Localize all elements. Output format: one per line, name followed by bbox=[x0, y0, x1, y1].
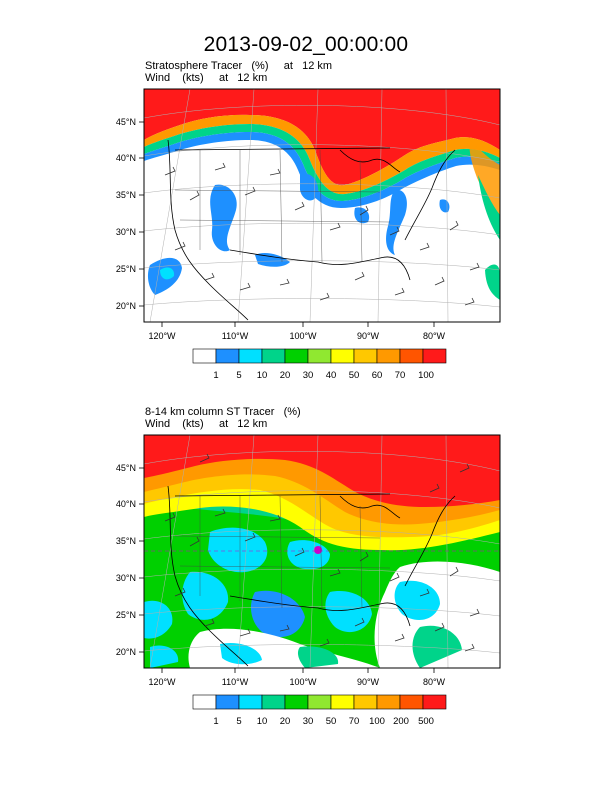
panel2-colorbar-label: 200 bbox=[393, 716, 409, 727]
panel2-colorbar-label: 20 bbox=[280, 716, 291, 727]
panel2-colorbar-label: 10 bbox=[257, 716, 268, 727]
colorbar-swatch bbox=[376, 694, 401, 710]
panel2-lon-label: 110°W bbox=[222, 677, 249, 687]
colorbar-swatch bbox=[399, 694, 424, 710]
panel2-colorbar-label: 50 bbox=[326, 716, 337, 727]
colorbar-swatch bbox=[261, 348, 286, 364]
panel2-lon-label: 90°W bbox=[357, 677, 380, 687]
panel2-colorbar bbox=[192, 694, 447, 710]
panel1-colorbar-label: 40 bbox=[326, 370, 337, 381]
colorbar-swatch bbox=[353, 694, 378, 710]
colorbar-swatch bbox=[353, 348, 378, 364]
panel2-lat-label: 25°N bbox=[116, 610, 136, 620]
panel1-colorbar-label: 20 bbox=[280, 370, 291, 381]
panel1-lat-label: 40°N bbox=[116, 153, 136, 163]
panel1-lon-label: 100°W bbox=[289, 331, 317, 341]
panel2-lat-label: 20°N bbox=[116, 647, 136, 657]
panel1-map-figure: 45°N 40°N 35°N 30°N 25°N 20°N 120°W 110°… bbox=[116, 88, 501, 381]
colorbar-swatch bbox=[215, 348, 240, 364]
panel1-colorbar-label: 30 bbox=[303, 370, 314, 381]
colorbar-swatch bbox=[330, 694, 355, 710]
panel2-colorbar-label: 30 bbox=[303, 716, 314, 727]
colorbar-swatch bbox=[422, 348, 447, 364]
panel1-lat-label: 20°N bbox=[116, 301, 136, 311]
panel1-colorbar-label: 60 bbox=[372, 370, 383, 381]
panel1-lat-label: 45°N bbox=[116, 117, 136, 127]
colorbar-swatch bbox=[192, 348, 217, 364]
panel1-lon-label: 80°W bbox=[423, 331, 446, 341]
colorbar-swatch bbox=[376, 348, 401, 364]
panel2-lon-label: 100°W bbox=[289, 677, 317, 687]
panel2-colorbar-label: 500 bbox=[418, 716, 434, 727]
panel2-colorbar-label: 1 bbox=[213, 716, 218, 727]
panel1-lon-label: 90°W bbox=[357, 331, 380, 341]
colorbar-swatch bbox=[238, 348, 263, 364]
panel2-lat-label: 30°N bbox=[116, 573, 136, 583]
panel2-colorbar-label: 5 bbox=[236, 716, 241, 727]
panel2-colorbar-label: 100 bbox=[369, 716, 385, 727]
colorbar-swatch bbox=[307, 348, 332, 364]
panel1-variable-label: Stratosphere Tracer (%) at 12 km bbox=[145, 60, 333, 72]
panel1-lat-label: 30°N bbox=[116, 227, 136, 237]
colorbar-swatch bbox=[238, 694, 263, 710]
panel1-colorbar-label: 50 bbox=[349, 370, 360, 381]
panel1-lon-label: 120°W bbox=[148, 331, 176, 341]
panel2-variable-label: 8-14 km column ST Tracer (%) bbox=[145, 406, 301, 418]
colorbar-swatch bbox=[284, 694, 309, 710]
panel2-lat-label: 35°N bbox=[116, 536, 136, 546]
colorbar-swatch bbox=[192, 694, 217, 710]
colorbar-swatch bbox=[261, 694, 286, 710]
panel1-colorbar-label: 10 bbox=[257, 370, 268, 381]
main-title: 2013-09-02_00:00:00 bbox=[203, 33, 409, 56]
panel2-colorbar-label: 70 bbox=[349, 716, 360, 727]
panel1-colorbar-label: 1 bbox=[213, 370, 218, 381]
panel2-map bbox=[144, 435, 500, 668]
panel1-colorbar-label: 5 bbox=[236, 370, 241, 381]
panel2-wind-label: Wind (kts) at 12 km bbox=[145, 418, 268, 430]
colorbar-swatch bbox=[330, 348, 355, 364]
colorbar-swatch bbox=[399, 348, 424, 364]
panel1-map bbox=[144, 89, 500, 322]
panel2-map-figure: 45°N 40°N 35°N 30°N 25°N 20°N 120°W 110°… bbox=[116, 434, 501, 727]
panel2-lat-label: 45°N bbox=[116, 463, 136, 473]
colorbar-swatch bbox=[307, 694, 332, 710]
colorbar-swatch bbox=[284, 348, 309, 364]
colorbar-swatch bbox=[215, 694, 240, 710]
panel2-lon-label: 120°W bbox=[148, 677, 176, 687]
panel1-lat-label: 35°N bbox=[116, 190, 136, 200]
panel1-wind-label: Wind (kts) at 12 km bbox=[145, 72, 268, 84]
panel1-colorbar-label: 100 bbox=[418, 370, 434, 381]
panel2-lat-label: 40°N bbox=[116, 499, 136, 509]
panel1-colorbar-label: 70 bbox=[395, 370, 406, 381]
panel1-colorbar bbox=[192, 348, 447, 364]
colorbar-swatch bbox=[422, 694, 447, 710]
panel2-lon-label: 80°W bbox=[423, 677, 446, 687]
panel1-lat-label: 25°N bbox=[116, 264, 136, 274]
panel1-lon-label: 110°W bbox=[222, 331, 249, 341]
